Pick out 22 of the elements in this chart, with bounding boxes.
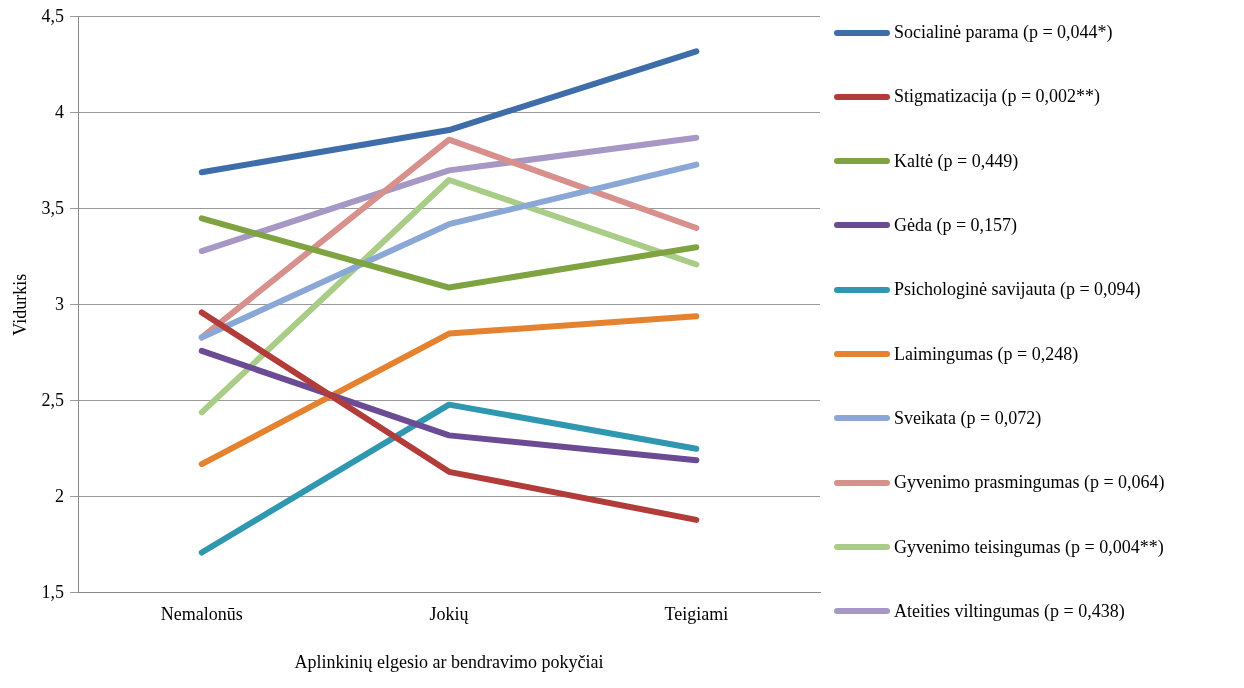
- y-tick-label: 1,5: [41, 581, 65, 602]
- legend-label: Sveikata (p = 0,072): [894, 407, 1042, 429]
- y-tick-label: 2: [55, 485, 65, 506]
- x-tick-label: Teigiami: [664, 604, 729, 625]
- y-tick-label: 3,5: [41, 197, 65, 218]
- legend-label: Gėda (p = 0,157): [894, 214, 1018, 236]
- legend-label: Socialinė parama (p = 0,044*): [894, 22, 1113, 43]
- y-tick-label: 4,5: [41, 5, 65, 26]
- y-tick-label: 3: [55, 293, 65, 314]
- legend-label: Psichologinė savijauta (p = 0,094): [894, 279, 1141, 301]
- x-axis-title: Aplinkinių elgesio ar bendravimo pokyčiai: [294, 651, 604, 672]
- legend-label: Ateities viltingumas (p = 0,438): [894, 600, 1125, 622]
- y-axis-title: Vidurkis: [9, 273, 30, 336]
- legend-label: Gyvenimo prasmingumas (p = 0,064): [894, 472, 1165, 494]
- y-tick-label: 2,5: [41, 389, 65, 410]
- x-tick-label: Nemalonūs: [160, 604, 243, 625]
- legend-label: Laimingumas (p = 0,248): [894, 343, 1079, 365]
- legend-label: Kaltė (p = 0,449): [894, 150, 1019, 172]
- y-tick-label: 4: [55, 101, 65, 122]
- x-tick-label: Jokių: [429, 604, 470, 625]
- legend-label: Stigmatizacija (p = 0,002**): [894, 86, 1101, 108]
- legend-label: Gyvenimo teisingumas (p = 0,004**): [894, 536, 1164, 558]
